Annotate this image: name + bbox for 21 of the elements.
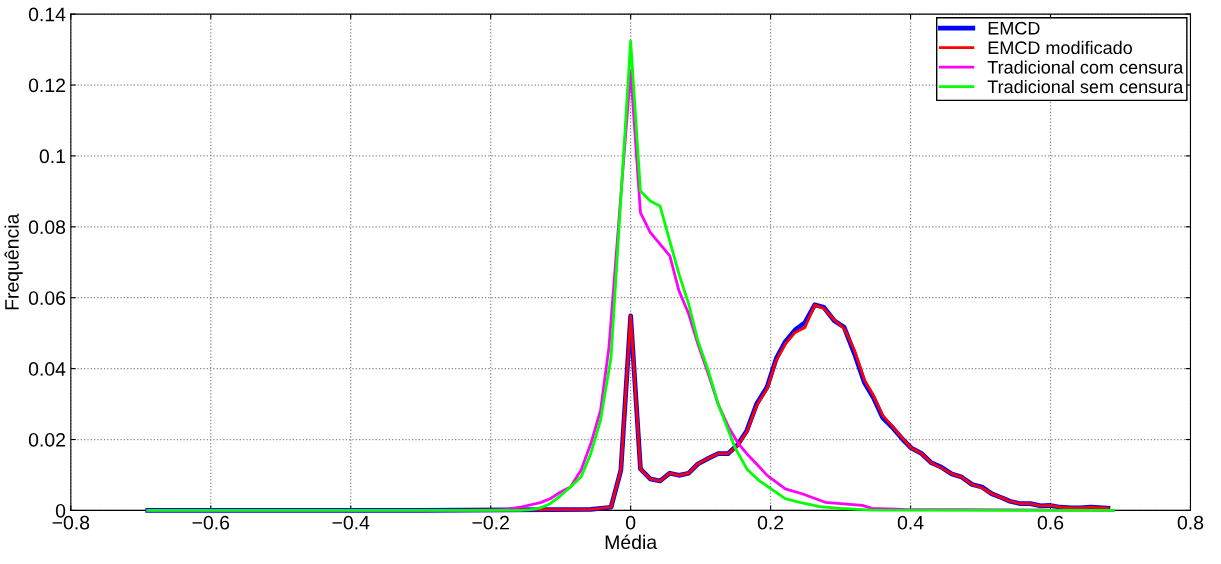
x-tick-label: 0.6 [1037,515,1064,530]
x-tick-label: −0.6 [192,515,230,530]
y-axis-title: Frequência [4,213,23,310]
y-tick-label: 0.02 [28,432,65,447]
y-tick-label: 0.08 [28,220,66,235]
legend-label: Tradicional sem censura [987,79,1184,94]
x-tick-label: −0.2 [472,515,509,530]
y-tick-label: 0.1 [39,149,66,164]
y-tick-label: 0.14 [28,7,66,22]
x-tick-label: −0.4 [332,515,370,530]
x-tick-label: 0.4 [897,515,924,530]
legend-label: EMCD modificado [988,40,1132,55]
x-tick-label: 0.2 [757,515,784,530]
x-tick-label: 0 [626,515,636,530]
x-axis-title: Média [605,534,658,550]
y-tick-label: 0.06 [28,291,66,305]
legend-label: EMCD [988,21,1040,35]
x-tick-label: 0.8 [1177,515,1204,530]
y-tick-label: 0.04 [28,362,66,376]
legend-label: Tradicional com censura [987,60,1184,74]
y-tick-label: 0.12 [28,78,65,93]
